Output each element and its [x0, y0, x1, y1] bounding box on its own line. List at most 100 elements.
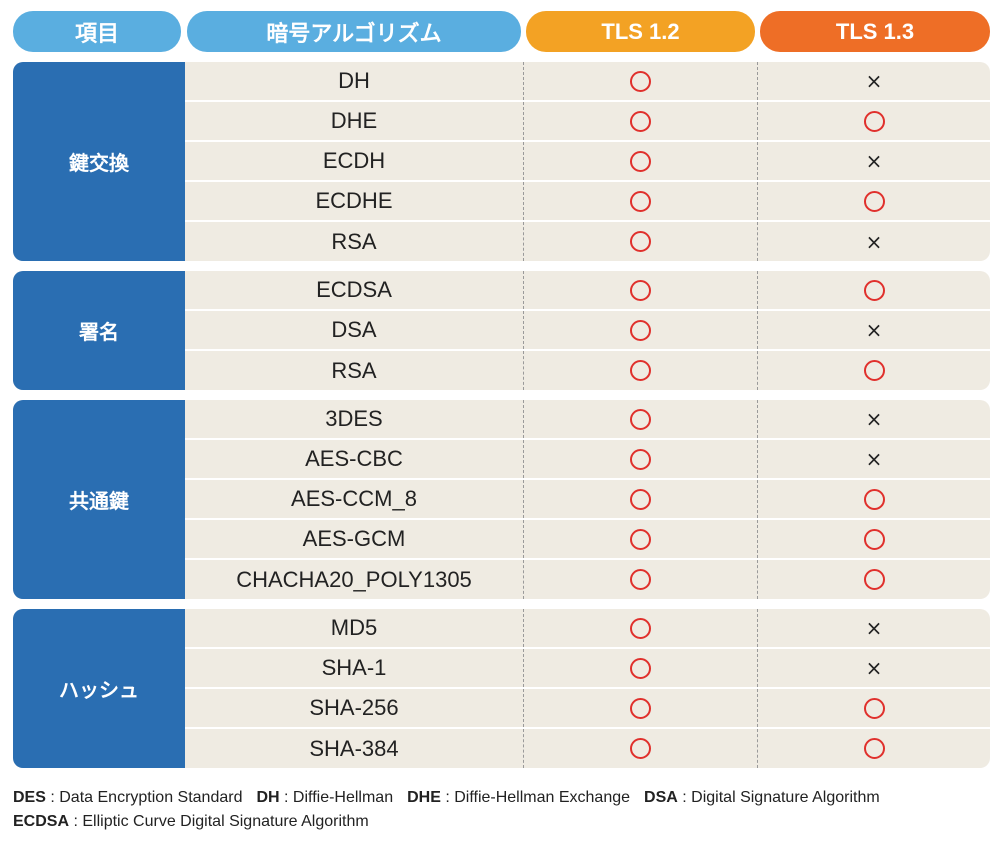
header-algorithm: 暗号アルゴリズム	[187, 11, 521, 52]
red-circle-icon	[630, 279, 651, 301]
algorithm-name: CHACHA20_POLY1305	[236, 566, 472, 592]
table-row: CHACHA20_POLY1305	[185, 560, 990, 599]
table-row: SHA-384	[185, 729, 990, 768]
category-group: 共通鍵 3DES × AES-CBC × AES-CCM_8 AES-GCM CHACHA20…	[13, 400, 990, 599]
red-circle-icon	[630, 70, 651, 92]
algorithm-name: 3DES	[325, 406, 383, 431]
legend-line-1: DES : Data Encryption Standard DH : Diffi…	[13, 786, 894, 810]
legend-entry: ECDSA : Elliptic Curve Digital Signature…	[13, 813, 369, 830]
algorithm-name: DHE	[330, 108, 378, 133]
legend-abbr: ECDSA	[13, 813, 70, 830]
red-circle-icon	[863, 569, 885, 590]
table-row: RSA	[185, 351, 990, 390]
algorithm-name: ECDSA	[316, 277, 392, 302]
algorithm-name: MD5	[330, 615, 378, 640]
legend-entry: DHE : Diffie-Hellman Exchange	[407, 789, 630, 806]
cross-icon: ×	[865, 318, 883, 342]
table-row: ECDH ×	[185, 142, 990, 182]
cross-icon: ×	[865, 69, 883, 93]
table-row: RSA ×	[185, 222, 990, 261]
table-row: 3DES ×	[185, 400, 990, 440]
red-circle-icon	[863, 110, 885, 132]
red-circle-icon	[630, 528, 651, 550]
red-circle-icon	[863, 697, 885, 719]
tls13-support-cell	[757, 520, 990, 558]
red-circle-icon	[630, 110, 651, 132]
tls13-support-cell: ×	[757, 222, 990, 261]
tls12-support-cell	[523, 560, 757, 599]
algorithm-name: AES-CBC	[305, 446, 403, 471]
red-circle-icon	[630, 319, 651, 341]
tls13-support-cell: ×	[757, 440, 990, 478]
tls12-support-cell	[523, 649, 757, 687]
category-group: 署名 ECDSA DSA × RSA	[13, 271, 990, 390]
legend-sep: :	[279, 789, 293, 806]
tls12-support-cell	[523, 400, 757, 438]
category-label: 共通鍵	[13, 400, 185, 599]
algorithm-name: RSA	[331, 357, 377, 383]
algorithm-name: ECDH	[322, 148, 386, 173]
legend-sep: :	[69, 813, 83, 830]
table-row: AES-CBC ×	[185, 440, 990, 480]
tls13-support-cell: ×	[757, 609, 990, 647]
table-row: DSA ×	[185, 311, 990, 351]
legend-line-2: ECDSA : Elliptic Curve Digital Signature…	[13, 810, 894, 834]
legend: DES : Data Encryption Standard DH : Diffi…	[13, 786, 894, 834]
algorithm-name: DH	[338, 68, 370, 93]
red-circle-icon	[863, 488, 885, 510]
tls12-support-cell	[523, 142, 757, 180]
algorithm-name: DSA	[331, 317, 377, 342]
cross-icon: ×	[865, 229, 883, 254]
red-circle-icon	[630, 617, 651, 639]
cross-icon: ×	[865, 149, 883, 173]
red-circle-icon	[630, 408, 651, 430]
red-circle-icon	[630, 360, 651, 381]
legend-text: Digital Signature Algorithm	[691, 789, 880, 806]
legend-text: Diffie-Hellman Exchange	[454, 789, 631, 806]
tls12-support-cell	[523, 102, 757, 140]
tls12-support-cell	[523, 440, 757, 478]
legend-entry: DSA : Digital Signature Algorithm	[644, 789, 880, 806]
legend-abbr: DH	[256, 789, 280, 806]
cross-icon: ×	[865, 447, 883, 471]
legend-abbr: DES	[13, 789, 46, 806]
legend-sep: :	[677, 789, 692, 806]
red-circle-icon	[630, 738, 651, 759]
category-group: 鍵交換 DH × DHE ECDH × ECDHE RSA ×	[13, 62, 990, 261]
tls12-support-cell	[523, 520, 757, 558]
algorithm-name: SHA-256	[309, 695, 399, 720]
tls13-support-cell	[757, 480, 990, 518]
table-header: 項目 暗号アルゴリズム TLS 1.2 TLS 1.3	[13, 11, 990, 52]
tls12-support-cell	[523, 311, 757, 349]
table-row: DH ×	[185, 62, 990, 102]
tls12-support-cell	[523, 271, 757, 309]
legend-sep: :	[45, 789, 60, 806]
category-label: 署名	[13, 271, 185, 390]
legend-abbr: DSA	[644, 789, 678, 806]
red-circle-icon	[630, 569, 651, 590]
tls13-support-cell: ×	[757, 142, 990, 180]
red-circle-icon	[630, 448, 651, 470]
algorithm-name: AES-GCM	[302, 526, 406, 551]
tls12-support-cell	[523, 222, 757, 261]
header-tls12: TLS 1.2	[526, 11, 755, 52]
tls13-support-cell	[757, 271, 990, 309]
legend-entry: DES : Data Encryption Standard	[13, 789, 242, 806]
red-circle-icon	[630, 231, 651, 252]
tls12-support-cell	[523, 351, 757, 390]
tls12-support-cell	[523, 480, 757, 518]
tls13-support-cell	[757, 689, 990, 727]
legend-abbr: DHE	[407, 789, 441, 806]
tls13-support-cell: ×	[757, 62, 990, 100]
legend-text: Elliptic Curve Digital Signature Algorit…	[82, 813, 369, 830]
tls13-support-cell	[757, 560, 990, 599]
table-row: SHA-1 ×	[185, 649, 990, 689]
category-label: ハッシュ	[13, 609, 185, 768]
red-circle-icon	[863, 190, 885, 212]
legend-text: Diffie-Hellman	[292, 789, 394, 806]
red-circle-icon	[630, 190, 651, 212]
tls13-support-cell: ×	[757, 311, 990, 349]
legend-sep: :	[440, 789, 455, 806]
red-circle-icon	[863, 360, 885, 381]
algorithm-name: SHA-1	[321, 655, 387, 680]
